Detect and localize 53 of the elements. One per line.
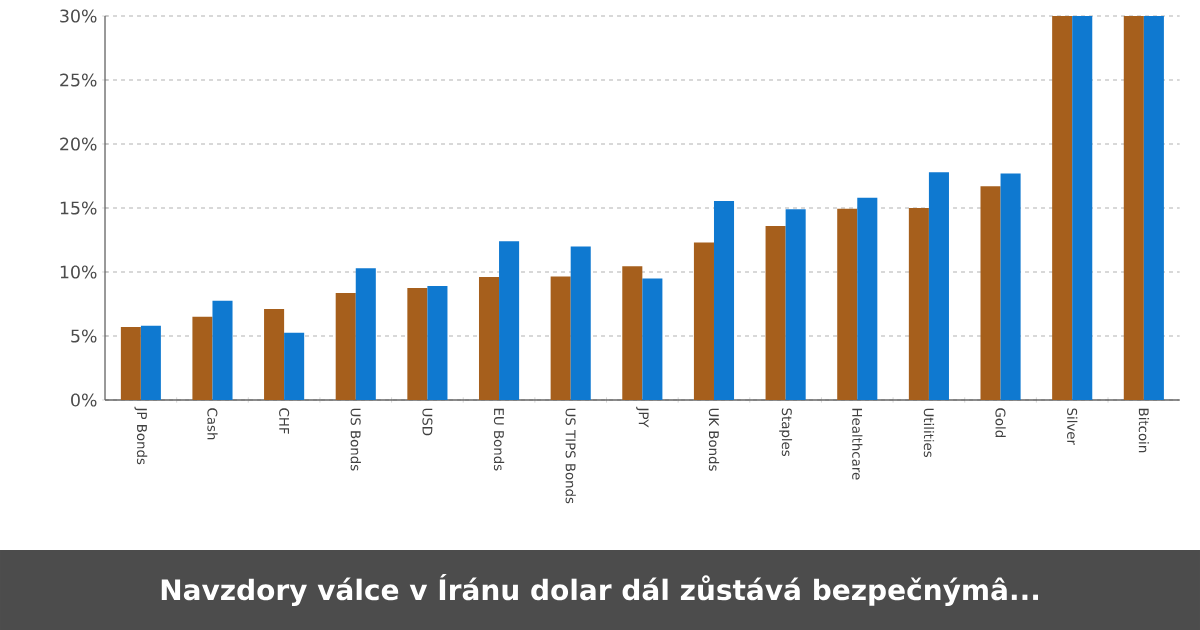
bar (857, 197, 878, 400)
bar (980, 186, 1001, 400)
bar (1072, 15, 1093, 400)
bar (407, 287, 428, 400)
bar (499, 241, 520, 400)
bar (284, 332, 305, 400)
bar (693, 242, 714, 400)
bar (550, 276, 571, 400)
text: Navzdory válce v Íránu dolar dál zůstává bezpečnýmâ... (161, 573, 1039, 606)
x-tick-label: USD (422, 408, 433, 436)
bar (427, 286, 448, 400)
y-tick-label: 10% (60, 265, 97, 279)
bar (570, 246, 591, 400)
x-tick-label: Gold (995, 408, 1006, 437)
x-tick-label: Staples (779, 408, 793, 457)
bar (355, 268, 376, 400)
x-tick-label: Silver (1067, 408, 1078, 445)
x-tick-label: Utilities (923, 408, 935, 458)
bar (1123, 15, 1144, 400)
y-tick-label: 25% (60, 73, 97, 87)
x-tick-label: EU Bonds (493, 408, 505, 471)
y-tick-label: 15% (60, 201, 97, 215)
y-tick-label: 20% (60, 137, 97, 151)
x-tick-label: JPY (636, 406, 649, 428)
bar (765, 225, 786, 400)
bar (140, 325, 161, 400)
y-tick-label: 0% (71, 393, 97, 407)
bar (642, 278, 663, 400)
x-tick-label: CHF (279, 408, 290, 434)
bar (212, 300, 233, 400)
bar (1000, 173, 1021, 400)
bar (1143, 15, 1164, 400)
bar (192, 316, 213, 400)
bar (622, 266, 643, 400)
bar (785, 209, 806, 400)
bar (713, 200, 735, 400)
bar (837, 208, 858, 400)
bar (928, 172, 949, 400)
y-tick-label: 30% (60, 9, 97, 23)
x-tick-label: JP Bonds (134, 406, 148, 465)
x-tick-label: Healthcare (852, 408, 863, 480)
bar (1052, 15, 1073, 400)
x-tick-label: US TIPS Bonds (565, 408, 576, 504)
bar (120, 327, 141, 400)
bar (264, 309, 285, 400)
x-tick-label: Cash (207, 408, 218, 440)
x-tick-label: Bitcoin (1138, 408, 1150, 453)
y-tick-label: 5% (71, 329, 97, 343)
bar (478, 277, 500, 400)
x-tick-label: UK Bonds (708, 408, 720, 471)
bar (335, 293, 356, 400)
x-tick-label: US Bonds (350, 408, 361, 471)
bar (908, 207, 929, 400)
